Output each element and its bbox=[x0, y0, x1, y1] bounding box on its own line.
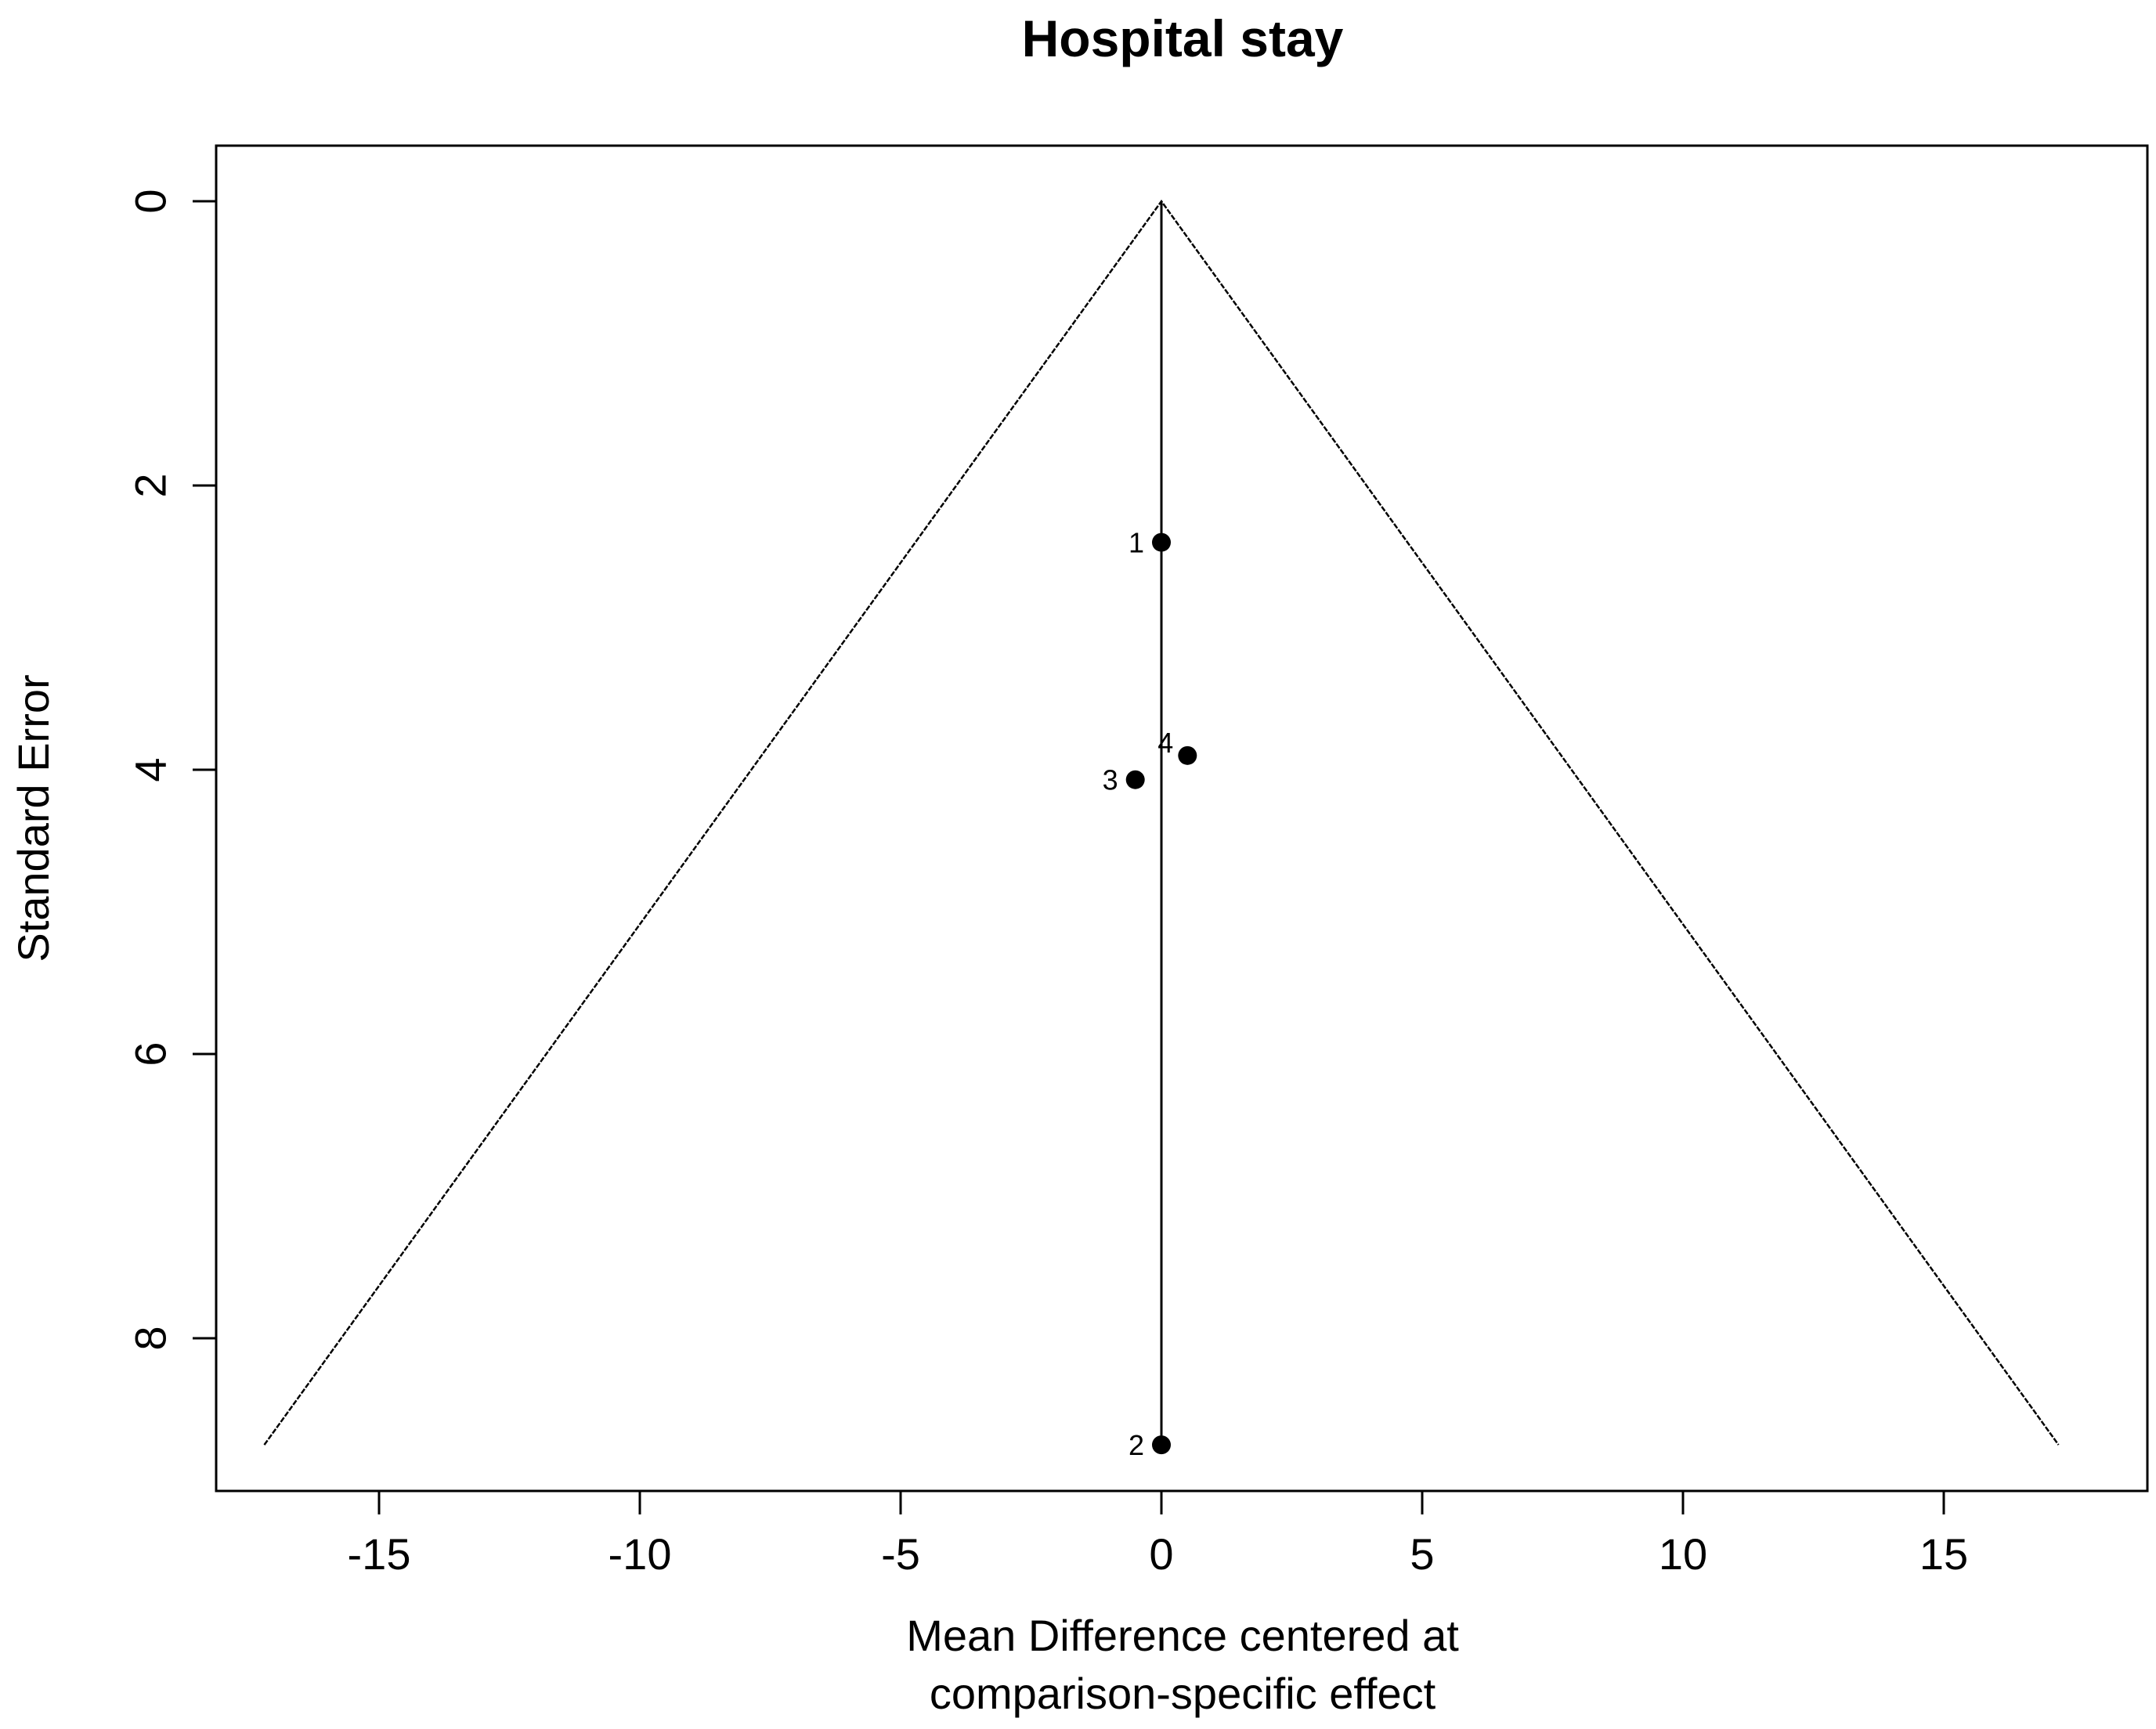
x-tick-label: -5 bbox=[881, 1529, 920, 1579]
y-tick-label: 0 bbox=[126, 189, 175, 213]
x-tick-label: 15 bbox=[1919, 1529, 1968, 1579]
x-tick-label: 10 bbox=[1659, 1529, 1707, 1579]
plot-frame bbox=[215, 144, 2149, 1493]
data-point-1 bbox=[1152, 532, 1171, 552]
x-axis-label-line-1: Mean Difference centered at bbox=[906, 1611, 1459, 1660]
y-tick-label: 2 bbox=[126, 473, 175, 497]
y-tick-label: 6 bbox=[126, 1041, 175, 1066]
x-axis-label-line-2: comparison-specific effect bbox=[930, 1669, 1436, 1718]
x-tick-label: 0 bbox=[1149, 1529, 1173, 1579]
chart-title: Hospital stay bbox=[1022, 9, 1344, 67]
data-point-4 bbox=[1178, 745, 1197, 765]
y-axis-label: Standard Error bbox=[9, 674, 58, 962]
x-tick-label: 5 bbox=[1410, 1529, 1434, 1579]
data-point-label-2: 2 bbox=[1129, 1429, 1144, 1461]
y-axis: 0 2 4 6 8 bbox=[126, 189, 218, 1351]
data-point-label-1: 1 bbox=[1129, 527, 1144, 559]
data-point-label-3: 3 bbox=[1103, 764, 1118, 796]
data-point-label-4: 4 bbox=[1157, 727, 1173, 759]
x-tick-label: -15 bbox=[348, 1529, 411, 1579]
data-point-3 bbox=[1125, 770, 1145, 789]
y-tick-label: 8 bbox=[126, 1326, 175, 1350]
x-tick-label: -10 bbox=[609, 1529, 672, 1579]
x-axis: -15 -10 -5 0 5 10 15 bbox=[348, 1489, 1968, 1579]
y-tick-label: 4 bbox=[126, 757, 175, 781]
data-point-2 bbox=[1152, 1435, 1171, 1455]
